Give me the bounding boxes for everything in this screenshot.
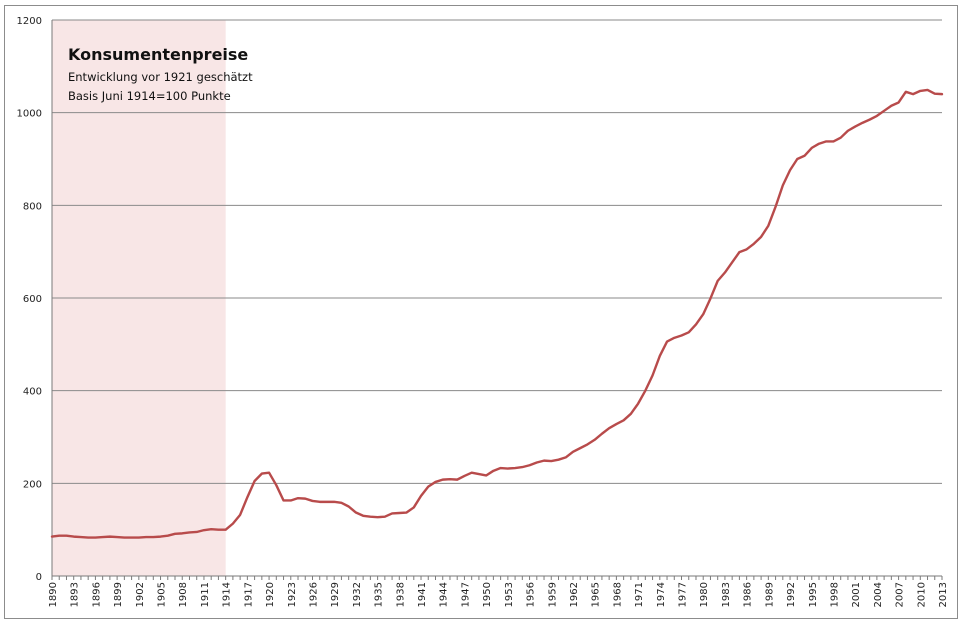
x-tick-label: 1989	[764, 582, 775, 607]
x-tick-label: 1911	[200, 582, 211, 607]
x-tick-label: 1986	[743, 582, 754, 607]
x-tick-label: 1944	[439, 582, 450, 607]
x-tick-label: 1938	[395, 582, 406, 607]
x-tick-label: 2010	[916, 582, 927, 607]
x-tick-label: 2004	[873, 582, 884, 607]
x-tick-labels: 1890 1893 1896 1899 1902 1905 1908 1911 1914 1917…	[48, 582, 949, 607]
y-tick-label: 0	[36, 572, 42, 583]
y-tick-label: 400	[23, 387, 42, 398]
x-tick-label: 1908	[178, 582, 189, 607]
x-tick-label: 1893	[70, 582, 81, 607]
x-tick-label: 1965	[591, 582, 602, 607]
x-tick-label: 1947	[460, 582, 471, 607]
series-line-konsumentenpreise	[50, 88, 944, 539]
x-tick-label: 1902	[135, 582, 146, 607]
y-tick-label: 200	[23, 479, 42, 490]
x-tick-label: 1992	[786, 582, 797, 607]
x-tick-label: 1926	[308, 582, 319, 607]
x-tick-label: 1995	[808, 582, 819, 607]
y-tick-label: 600	[23, 294, 42, 305]
chart-title: Konsumentenpreise	[68, 45, 248, 64]
x-tick-label: 1935	[374, 582, 385, 607]
x-tick-label: 1980	[699, 582, 710, 607]
x-tick-label: 1971	[634, 582, 645, 607]
x-tick-label: 2001	[851, 582, 862, 607]
x-tick-label: 1923	[287, 582, 298, 607]
x-tick-label: 1998	[829, 582, 840, 607]
y-tick-labels: 0 200 400 600 800 1000 1200	[17, 16, 42, 583]
x-tick-label: 1914	[222, 582, 233, 607]
x-tick-label: 1959	[547, 582, 558, 607]
x-tick-label: 1896	[91, 582, 102, 607]
x-tick-label: 1962	[569, 582, 580, 607]
x-tick-label: 1977	[678, 582, 689, 607]
x-tick-label: 1920	[265, 582, 276, 607]
x-tick-label: 1953	[504, 582, 515, 607]
y-tick-label: 1000	[17, 109, 42, 120]
x-tick-label: 1890	[48, 582, 59, 607]
x-tick-label: 1974	[656, 582, 667, 607]
x-tick-label: 1968	[612, 582, 623, 607]
y-tick-label: 800	[23, 201, 42, 212]
x-tick-label: 2007	[895, 582, 906, 607]
x-tick-label: 1956	[526, 582, 537, 607]
y-tick-label: 1200	[17, 16, 42, 27]
chart-subtitle-line-1: Entwicklung vor 1921 geschätzt	[68, 70, 253, 84]
chart-subtitle-line-2: Basis Juni 1914=100 Punkte	[68, 89, 231, 103]
x-tick-label: 1941	[417, 582, 428, 607]
axes	[51, 20, 943, 580]
x-tick-label: 1950	[482, 582, 493, 607]
gridlines	[52, 19, 942, 484]
x-tick-label: 1932	[352, 582, 363, 607]
x-tick-label: 2013	[938, 582, 949, 607]
x-tick-label: 1917	[243, 582, 254, 607]
x-tick-label: 1899	[113, 582, 124, 607]
x-tick-label: 1983	[721, 582, 732, 607]
x-tick-label: 1929	[330, 582, 341, 607]
series	[50, 88, 944, 539]
x-tick-label: 1905	[157, 582, 168, 607]
